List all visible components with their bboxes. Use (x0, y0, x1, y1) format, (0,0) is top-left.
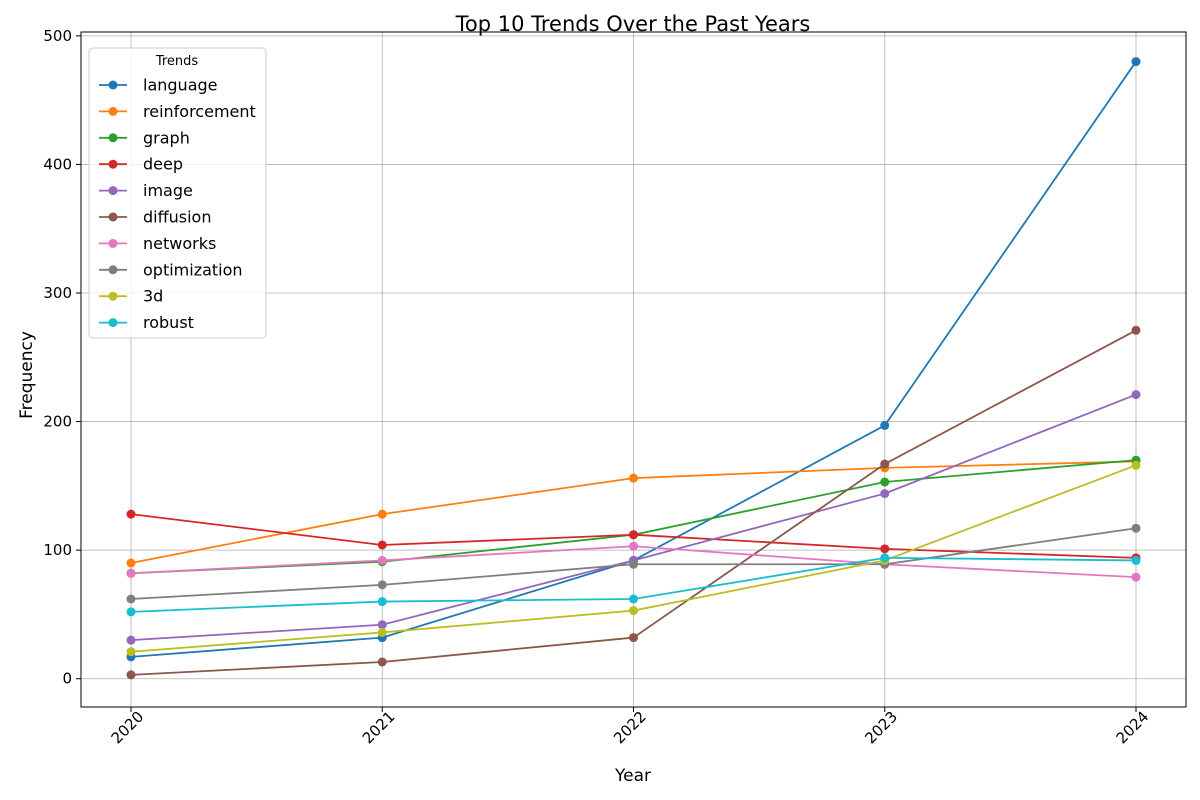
data-point-networks (1131, 572, 1141, 582)
series-layer (126, 57, 1141, 680)
legend-item-optimization: optimization (99, 260, 243, 279)
data-point-optimization (377, 580, 387, 590)
legend-label: robust (143, 313, 194, 332)
data-point-diffusion (629, 633, 638, 643)
data-point-optimization (629, 559, 638, 569)
data-point-graph (880, 477, 890, 487)
x-tick-label: 2023 (861, 708, 901, 748)
data-point-networks (126, 568, 136, 578)
data-point-image (126, 635, 136, 645)
legend-label: networks (143, 234, 216, 253)
legend-item-graph: graph (99, 128, 190, 147)
x-tick-label: 2024 (1113, 708, 1153, 748)
data-point-diffusion (1131, 325, 1141, 335)
legend-item-language: language (99, 76, 218, 95)
data-point-reinforcement (126, 558, 136, 568)
legend-label: 3d (143, 287, 163, 306)
legend-label: optimization (143, 260, 243, 279)
legend-marker (108, 133, 118, 143)
data-point-optimization (1131, 523, 1141, 533)
data-point-deep (880, 544, 890, 554)
legend-box (88, 47, 267, 339)
grid-layer (81, 32, 1186, 707)
legend-label: deep (143, 155, 183, 174)
x-tick-label: 2020 (108, 708, 148, 748)
legend-label: language (143, 76, 218, 95)
y-tick-label: 200 (43, 413, 72, 431)
data-point-image (880, 489, 890, 499)
data-point-diffusion (377, 657, 387, 667)
chart-title: Top 10 Trends Over the Past Years (455, 12, 811, 36)
legend-marker (108, 106, 118, 116)
data-point-deep (126, 509, 136, 519)
data-point-3d (629, 606, 638, 616)
data-point-robust (629, 594, 638, 604)
data-point-3d (126, 647, 136, 657)
x-tick-label: 2021 (359, 708, 399, 748)
y-tick-label: 300 (43, 284, 72, 302)
legend-label: diffusion (143, 208, 211, 227)
data-point-diffusion (126, 670, 136, 680)
series-diffusion (126, 325, 1141, 680)
legend-marker (108, 238, 118, 248)
series-robust (126, 553, 1141, 617)
data-point-robust (880, 553, 890, 563)
y-tick-label: 100 (43, 541, 72, 559)
legend-item-diffusion: diffusion (99, 208, 211, 227)
y-tick-label: 500 (43, 27, 72, 45)
x-axis-label: Year (614, 766, 651, 786)
data-point-optimization (126, 594, 136, 604)
legend-label: graph (143, 128, 190, 147)
data-point-reinforcement (377, 509, 387, 519)
data-point-networks (377, 555, 387, 565)
legend-item-image: image (99, 181, 193, 200)
data-point-language (880, 420, 890, 430)
data-point-deep (629, 530, 638, 540)
legend-title: Trends (155, 54, 199, 69)
data-point-robust (377, 597, 387, 607)
y-axis-label: Frequency (17, 331, 37, 419)
legend-item-networks: networks (99, 234, 216, 253)
data-point-language (1131, 57, 1141, 67)
legend-marker (108, 265, 118, 275)
data-point-3d (1131, 460, 1141, 470)
legend-label: reinforcement (143, 102, 256, 121)
legend-items: language reinforcement graph deep image diffu… (99, 76, 256, 332)
legend-item-deep: deep (99, 155, 183, 174)
data-point-image (377, 620, 387, 630)
legend-marker (108, 186, 118, 196)
legend-marker (108, 212, 118, 222)
data-point-networks (629, 541, 638, 551)
legend-item-3d: 3d (99, 287, 163, 306)
legend-marker (108, 80, 118, 90)
legend-marker (108, 318, 118, 328)
data-point-diffusion (880, 459, 890, 469)
legend-marker (108, 159, 118, 169)
data-point-3d (377, 627, 387, 637)
y-tick-label: 400 (43, 155, 72, 173)
data-point-deep (377, 540, 387, 550)
legend: Trends language reinforcement graph deep ima… (88, 47, 267, 339)
y-tick-label: 0 (62, 670, 72, 688)
legend-item-robust: robust (99, 313, 194, 332)
data-point-robust (1131, 555, 1141, 565)
data-point-image (1131, 390, 1141, 400)
legend-label: image (143, 181, 193, 200)
x-tick-label: 2022 (610, 708, 650, 748)
data-point-robust (126, 607, 136, 617)
legend-marker (108, 291, 118, 301)
legend-item-reinforcement: reinforcement (99, 102, 256, 121)
data-point-reinforcement (629, 473, 638, 483)
